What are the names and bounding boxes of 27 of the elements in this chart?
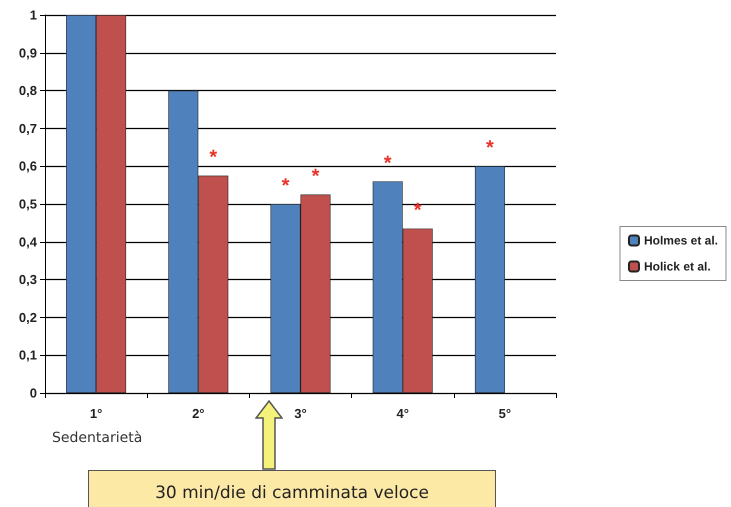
x-tick-label: 5°	[498, 406, 512, 421]
bar	[474, 166, 505, 393]
y-tick-label: 0	[30, 386, 37, 400]
y-tick-label: 0,9	[18, 45, 37, 60]
legend-label: Holmes et al.	[644, 234, 718, 248]
x-tick-label: 2°	[192, 406, 205, 421]
x-tick-label: 4°	[396, 406, 409, 421]
data-label: *	[384, 152, 392, 174]
data-label: *	[209, 146, 218, 169]
x-tick-label: 3°	[294, 406, 307, 421]
y-tick-label: 0,5	[18, 196, 37, 212]
y-tick-label: 1	[30, 8, 37, 22]
text: Sedentarietà	[52, 430, 142, 446]
y-tick-label: 0,4	[18, 234, 38, 250]
y-tick-label: 0,1	[18, 348, 37, 363]
y-tick-label: 0,6	[18, 158, 37, 174]
data-label: *	[282, 175, 290, 197]
y-tick-label: 0,3	[18, 272, 37, 288]
data-label: *	[414, 200, 422, 222]
y-tick-label: 0,8	[18, 83, 37, 98]
x-tick-label: 1°	[90, 406, 102, 421]
data-label: *	[312, 166, 320, 188]
legend-label: Holick et al.	[644, 260, 711, 274]
data-label: *	[486, 137, 494, 160]
y-tick-label: 0,2	[18, 310, 37, 325]
text: 30 min/die di camminata veloce	[88, 470, 496, 507]
y-tick-label: 0,7	[18, 120, 37, 136]
